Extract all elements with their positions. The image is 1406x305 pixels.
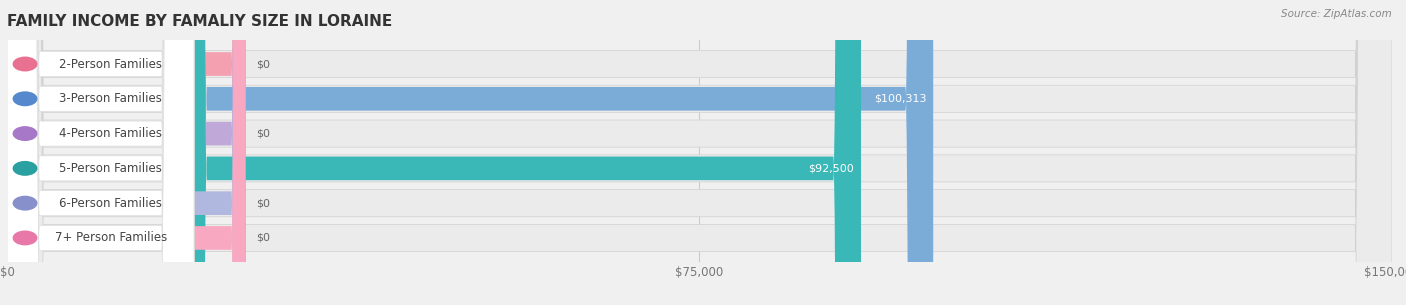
FancyBboxPatch shape	[7, 0, 1392, 305]
Text: 7+ Person Families: 7+ Person Families	[55, 231, 167, 244]
FancyBboxPatch shape	[7, 0, 1392, 305]
Ellipse shape	[13, 161, 38, 176]
FancyBboxPatch shape	[7, 0, 194, 305]
Text: $92,500: $92,500	[808, 163, 853, 173]
Text: 3-Person Families: 3-Person Families	[59, 92, 162, 105]
Text: Source: ZipAtlas.com: Source: ZipAtlas.com	[1281, 9, 1392, 19]
FancyBboxPatch shape	[7, 0, 1392, 305]
FancyBboxPatch shape	[7, 0, 194, 305]
FancyBboxPatch shape	[179, 0, 246, 305]
FancyBboxPatch shape	[7, 0, 1392, 305]
FancyBboxPatch shape	[179, 0, 246, 305]
FancyBboxPatch shape	[7, 0, 1392, 305]
Text: $0: $0	[256, 59, 270, 69]
Text: FAMILY INCOME BY FAMALIY SIZE IN LORAINE: FAMILY INCOME BY FAMALIY SIZE IN LORAINE	[7, 14, 392, 29]
Text: $0: $0	[256, 129, 270, 138]
FancyBboxPatch shape	[179, 0, 246, 305]
Text: 6-Person Families: 6-Person Families	[59, 197, 163, 210]
FancyBboxPatch shape	[7, 0, 194, 305]
Ellipse shape	[13, 56, 38, 71]
Ellipse shape	[13, 196, 38, 211]
FancyBboxPatch shape	[179, 0, 860, 305]
FancyBboxPatch shape	[7, 0, 194, 305]
Text: 5-Person Families: 5-Person Families	[59, 162, 162, 175]
FancyBboxPatch shape	[7, 0, 194, 305]
FancyBboxPatch shape	[179, 0, 934, 305]
FancyBboxPatch shape	[7, 0, 194, 305]
Text: $100,313: $100,313	[873, 94, 927, 104]
FancyBboxPatch shape	[179, 0, 246, 305]
Ellipse shape	[13, 231, 38, 246]
Text: $0: $0	[256, 233, 270, 243]
Text: 2-Person Families: 2-Person Families	[59, 58, 163, 70]
Ellipse shape	[13, 126, 38, 141]
Text: $0: $0	[256, 198, 270, 208]
FancyBboxPatch shape	[7, 0, 1392, 305]
Text: 4-Person Families: 4-Person Families	[59, 127, 163, 140]
Ellipse shape	[13, 91, 38, 106]
